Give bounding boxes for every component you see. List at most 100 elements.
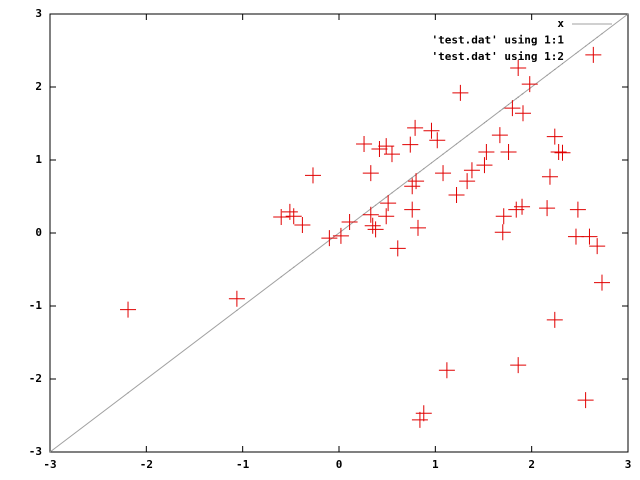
point: [417, 172, 419, 174]
point: [332, 227, 349, 244]
point: [588, 42, 590, 44]
point: [504, 100, 521, 117]
point: [577, 392, 594, 409]
point: [561, 63, 563, 65]
point: [596, 36, 598, 38]
point: [293, 266, 295, 268]
point: [285, 208, 302, 225]
point: [294, 216, 311, 233]
point: [521, 76, 538, 93]
x-tick-label: 2: [528, 458, 535, 471]
point: [483, 122, 485, 124]
point: [539, 200, 556, 217]
point: [550, 143, 567, 160]
point: [236, 309, 238, 311]
point: [521, 93, 523, 95]
point: [120, 301, 137, 318]
point: [463, 162, 480, 179]
point: [378, 208, 395, 225]
point: [508, 104, 510, 106]
point: [438, 362, 455, 379]
point: [549, 72, 551, 74]
point: [459, 173, 476, 190]
point: [411, 411, 428, 428]
point: [378, 201, 380, 203]
point: [510, 357, 527, 374]
point: [558, 66, 560, 68]
point: [499, 110, 501, 112]
point: [301, 260, 303, 262]
point: [601, 33, 603, 35]
point: [541, 168, 558, 185]
point: [380, 195, 397, 212]
point: [592, 39, 594, 41]
function-line: [49, 13, 629, 453]
point: [585, 45, 587, 47]
point: [546, 128, 563, 145]
point: [456, 143, 458, 145]
point: [502, 108, 504, 110]
point: [581, 228, 598, 245]
point: [364, 217, 381, 234]
y-tick-label: 0: [35, 226, 42, 239]
point: [494, 224, 511, 241]
point: [517, 96, 519, 98]
x-tick-label: 3: [625, 458, 632, 471]
point: [446, 150, 448, 152]
x-tick-label: -2: [140, 458, 153, 471]
point: [435, 165, 452, 182]
point: [546, 311, 563, 328]
point: [510, 60, 527, 77]
point: [367, 221, 384, 238]
point: [280, 276, 282, 278]
point: [585, 46, 602, 63]
point: [485, 120, 487, 122]
point: [478, 143, 495, 160]
point: [554, 144, 571, 161]
point: [397, 187, 399, 189]
point: [430, 162, 432, 164]
point: [452, 84, 469, 101]
x-tick-label: 1: [432, 458, 439, 471]
point: [391, 192, 393, 194]
point: [312, 252, 314, 254]
point: [372, 206, 374, 208]
point: [491, 127, 508, 144]
point: [228, 290, 245, 307]
point: [419, 171, 421, 173]
point: [466, 135, 468, 137]
point: [389, 240, 406, 257]
point: [411, 177, 413, 179]
point: [495, 208, 512, 225]
x-tick-label: -1: [236, 458, 250, 471]
point: [415, 405, 432, 422]
point: [289, 269, 291, 271]
point: [341, 214, 358, 231]
point: [429, 132, 446, 149]
point: [577, 51, 579, 53]
point: [575, 52, 577, 54]
point: [589, 238, 606, 255]
y-tick-label: -1: [29, 299, 43, 312]
point: [554, 68, 556, 70]
point: [362, 206, 379, 223]
point: [459, 140, 461, 142]
y-tick-label: -3: [29, 445, 42, 458]
point: [402, 136, 419, 153]
point: [514, 105, 531, 122]
x-tick-label: 0: [336, 458, 343, 471]
point: [362, 165, 379, 182]
point: [356, 135, 373, 152]
point: [476, 157, 493, 174]
legend-label: 'test.dat' using 1:1: [432, 34, 565, 47]
point: [471, 131, 473, 133]
point: [385, 196, 387, 198]
point: [546, 74, 548, 76]
point: [383, 146, 400, 163]
point: [375, 204, 377, 206]
point: [378, 138, 395, 155]
legend-label: x: [557, 17, 564, 30]
point: [442, 153, 444, 155]
y-tick-label: 3: [35, 7, 42, 20]
